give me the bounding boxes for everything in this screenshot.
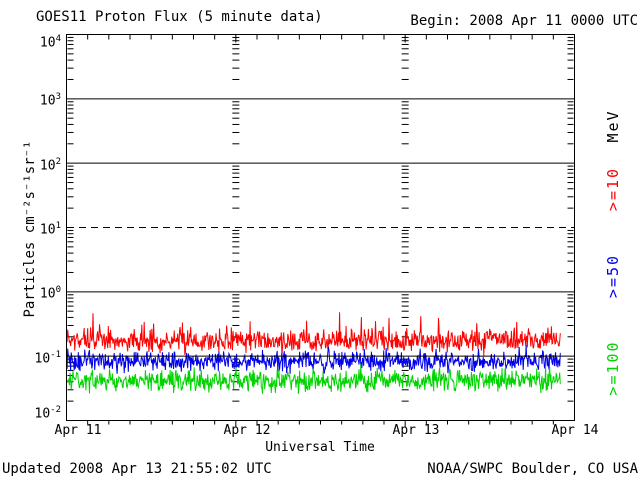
series-10MeV xyxy=(66,312,561,356)
x-tick-label: Apr 11 xyxy=(54,423,102,438)
plot-frame xyxy=(66,34,575,421)
y-tick-label: 10-2 xyxy=(34,405,62,422)
y-tick-label: 101 xyxy=(39,221,61,238)
x-tick-label: Apr 13 xyxy=(392,423,440,438)
chart-title: GOES11 Proton Flux (5 minute data) xyxy=(36,9,323,25)
legend-label-ge100: >=100 xyxy=(604,340,622,396)
begin-timestamp: Begin: 2008 Apr 11 0000 UTC xyxy=(410,13,638,29)
y-tick-label: 103 xyxy=(39,92,61,109)
legend-label-ge50: >=50 xyxy=(604,253,622,299)
plot-area xyxy=(66,34,575,428)
data-source-credit: NOAA/SWPC Boulder, CO USA xyxy=(427,461,638,477)
y-tick-label: 102 xyxy=(39,156,61,173)
legend-label-ge10: >=10 xyxy=(604,166,622,212)
x-tick-label: Apr 14 xyxy=(551,423,599,438)
right-axis-unit-label: MeV xyxy=(604,109,622,143)
y-axis-title: Particles cm⁻²s⁻¹sr⁻¹ xyxy=(22,140,38,318)
y-tick-label: 104 xyxy=(39,34,61,51)
y-tick-label: 100 xyxy=(39,285,61,302)
updated-timestamp: Updated 2008 Apr 13 21:55:02 UTC xyxy=(2,461,272,477)
x-tick-label: Apr 12 xyxy=(223,423,271,438)
y-tick-label: 10-1 xyxy=(34,349,62,366)
series-100MeV xyxy=(66,364,561,394)
x-axis-title: Universal Time xyxy=(265,440,375,455)
